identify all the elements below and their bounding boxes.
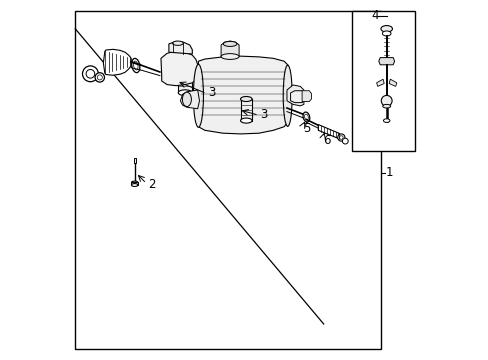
Polygon shape <box>376 79 384 86</box>
Bar <box>352 11 415 151</box>
Text: 4: 4 <box>371 9 378 22</box>
Ellipse shape <box>240 96 251 102</box>
Text: 5: 5 <box>303 122 310 135</box>
Ellipse shape <box>304 114 307 120</box>
Ellipse shape <box>131 181 138 184</box>
Circle shape <box>337 134 344 141</box>
Ellipse shape <box>193 64 203 127</box>
Polygon shape <box>168 41 192 54</box>
Polygon shape <box>388 79 396 86</box>
Text: 3: 3 <box>207 86 215 99</box>
Ellipse shape <box>178 90 192 96</box>
Circle shape <box>86 69 95 78</box>
Ellipse shape <box>380 26 392 32</box>
Ellipse shape <box>131 58 140 73</box>
Ellipse shape <box>172 41 183 45</box>
Bar <box>131 182 138 185</box>
Text: 1: 1 <box>385 166 393 179</box>
Text: 3: 3 <box>260 108 267 121</box>
Circle shape <box>339 136 343 139</box>
Circle shape <box>381 95 391 106</box>
Bar <box>75 11 381 349</box>
Circle shape <box>82 66 98 82</box>
Ellipse shape <box>382 104 390 108</box>
Polygon shape <box>302 91 311 102</box>
Circle shape <box>342 138 347 144</box>
Polygon shape <box>180 90 199 109</box>
Polygon shape <box>198 56 287 134</box>
Text: 6: 6 <box>322 134 330 147</box>
Text: 2: 2 <box>148 178 155 191</box>
Bar <box>133 158 136 163</box>
Ellipse shape <box>240 118 251 123</box>
Circle shape <box>97 75 102 80</box>
Polygon shape <box>221 41 239 57</box>
Polygon shape <box>286 85 303 106</box>
Polygon shape <box>103 49 130 75</box>
Polygon shape <box>378 58 394 65</box>
Ellipse shape <box>133 61 138 70</box>
Bar <box>178 69 192 93</box>
Ellipse shape <box>131 184 138 186</box>
Polygon shape <box>318 125 338 139</box>
Ellipse shape <box>383 119 389 122</box>
Ellipse shape <box>303 112 309 122</box>
Ellipse shape <box>182 92 191 107</box>
Ellipse shape <box>382 31 390 36</box>
Ellipse shape <box>283 65 292 126</box>
Polygon shape <box>290 91 305 103</box>
Ellipse shape <box>223 41 237 46</box>
Circle shape <box>95 73 104 82</box>
Bar <box>240 99 251 121</box>
Polygon shape <box>161 51 197 86</box>
Ellipse shape <box>178 67 192 72</box>
Ellipse shape <box>221 54 239 59</box>
